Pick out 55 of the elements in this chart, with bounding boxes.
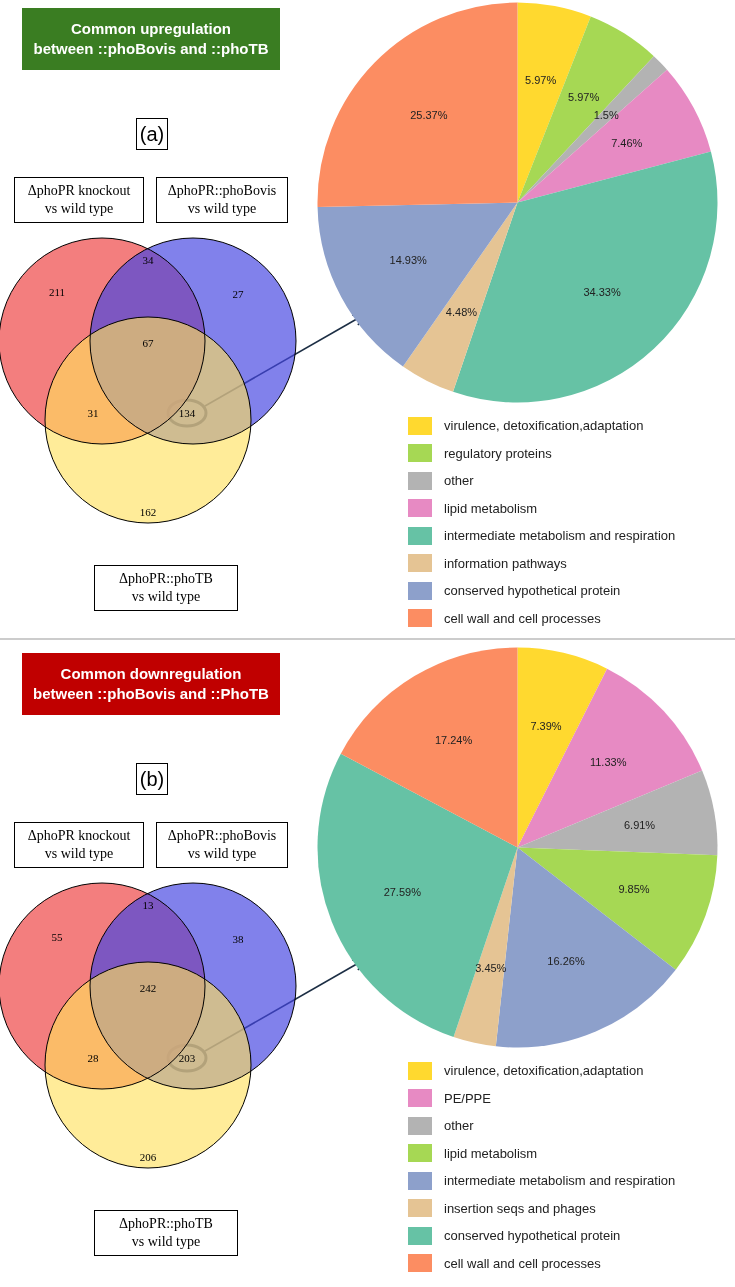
- text: 28: [86, 1052, 100, 1064]
- data-label: 34.33%: [583, 286, 621, 299]
- text: ΔphoPR::phoTB vs wild type: [94, 565, 238, 611]
- text: (b): [136, 763, 168, 795]
- legend-label: cell wall and cell processes: [444, 1255, 601, 1271]
- text: 242: [138, 982, 158, 994]
- data-label: 7.46%: [611, 136, 643, 149]
- text: Common downregulation between ::phoBovis and ::PhoTB: [22, 653, 280, 715]
- data-label: 9.85%: [618, 882, 650, 895]
- legend-label: PE/PPE: [444, 1090, 491, 1106]
- data-label: 4.48%: [445, 306, 478, 319]
- legend-label: other: [444, 1118, 474, 1134]
- text: ΔphoPR knockout vs wild type: [14, 822, 144, 868]
- data-label: 11.33%: [589, 755, 627, 768]
- text: ΔphoPR::phoBovis vs wild type: [156, 177, 288, 223]
- text: 206: [138, 1151, 158, 1163]
- text: 211: [47, 286, 67, 298]
- text: Common upregulation between ::phoBovis and ::phoTB: [22, 8, 280, 70]
- legend-label: information pathways: [444, 555, 567, 571]
- data-label: 14.93%: [389, 254, 428, 267]
- text: 38: [231, 933, 245, 945]
- text: 31: [86, 407, 100, 419]
- legend-label: intermediate metabolism and respiration: [444, 528, 676, 544]
- text: ΔphoPR::phoBovis vs wild type: [156, 822, 288, 868]
- data-label: 3.45%: [475, 961, 507, 974]
- data-label: 6.91%: [623, 818, 656, 831]
- legend-label: lipid metabolism: [444, 1145, 538, 1161]
- legend-label: other: [444, 473, 474, 489]
- legend-label: lipid metabolism: [444, 500, 538, 516]
- legend-label: conserved hypothetical protein: [444, 1228, 621, 1244]
- data-label: 5.97%: [525, 73, 557, 86]
- data-label: 7.39%: [530, 719, 562, 732]
- text: ΔphoPR knockout vs wild type: [14, 177, 144, 223]
- text: ΔphoPR::phoTB vs wild type: [94, 1210, 238, 1256]
- legend-label: cell wall and cell processes: [444, 610, 601, 626]
- legend-label: insertion seqs and phages: [444, 1200, 596, 1216]
- text: 134: [177, 407, 197, 419]
- legend-label: virulence, detoxification,adaptation: [444, 418, 644, 434]
- text: 67: [141, 337, 155, 349]
- legend-label: intermediate metabolism and respiration: [444, 1173, 676, 1189]
- data-label: 16.26%: [547, 954, 585, 967]
- legend-label: virulence, detoxification,adaptation: [444, 1063, 644, 1079]
- data-label: 25.37%: [410, 108, 448, 121]
- data-label: 17.24%: [434, 734, 473, 747]
- text: 203: [177, 1052, 197, 1064]
- text: 13: [141, 899, 155, 911]
- text: 27: [231, 288, 245, 300]
- data-label: 27.59%: [383, 886, 422, 899]
- legend-label: conserved hypothetical protein: [444, 583, 621, 599]
- text: (a): [136, 118, 168, 150]
- text: 162: [138, 506, 158, 518]
- text: 55: [50, 931, 64, 943]
- legend-label: regulatory proteins: [444, 445, 552, 461]
- data-label: 5.97%: [568, 90, 600, 103]
- text: 34: [141, 254, 155, 266]
